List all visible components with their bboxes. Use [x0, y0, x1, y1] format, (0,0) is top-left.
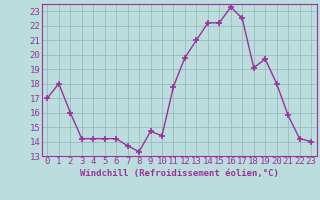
X-axis label: Windchill (Refroidissement éolien,°C): Windchill (Refroidissement éolien,°C) [80, 169, 279, 178]
